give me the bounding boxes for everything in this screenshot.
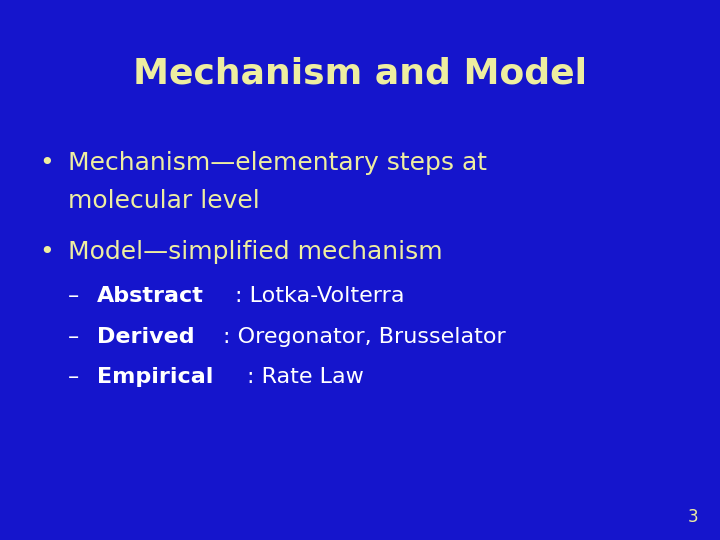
Text: Mechanism—elementary steps at: Mechanism—elementary steps at — [68, 151, 487, 175]
Text: –: – — [68, 327, 87, 347]
Text: •: • — [40, 151, 54, 175]
Text: –: – — [68, 286, 87, 306]
Text: : Lotka-Volterra: : Lotka-Volterra — [235, 286, 405, 306]
Text: : Rate Law: : Rate Law — [248, 367, 364, 387]
Text: : Oregonator, Brusselator: : Oregonator, Brusselator — [223, 327, 506, 347]
Text: Model—simplified mechanism: Model—simplified mechanism — [68, 240, 443, 264]
Text: Mechanism and Model: Mechanism and Model — [133, 57, 587, 91]
Text: Abstract: Abstract — [97, 286, 204, 306]
Text: Derived: Derived — [97, 327, 195, 347]
Text: •: • — [40, 240, 54, 264]
Text: Empirical: Empirical — [97, 367, 214, 387]
Text: –: – — [68, 367, 87, 387]
Text: molecular level: molecular level — [68, 189, 260, 213]
Text: 3: 3 — [688, 509, 698, 526]
